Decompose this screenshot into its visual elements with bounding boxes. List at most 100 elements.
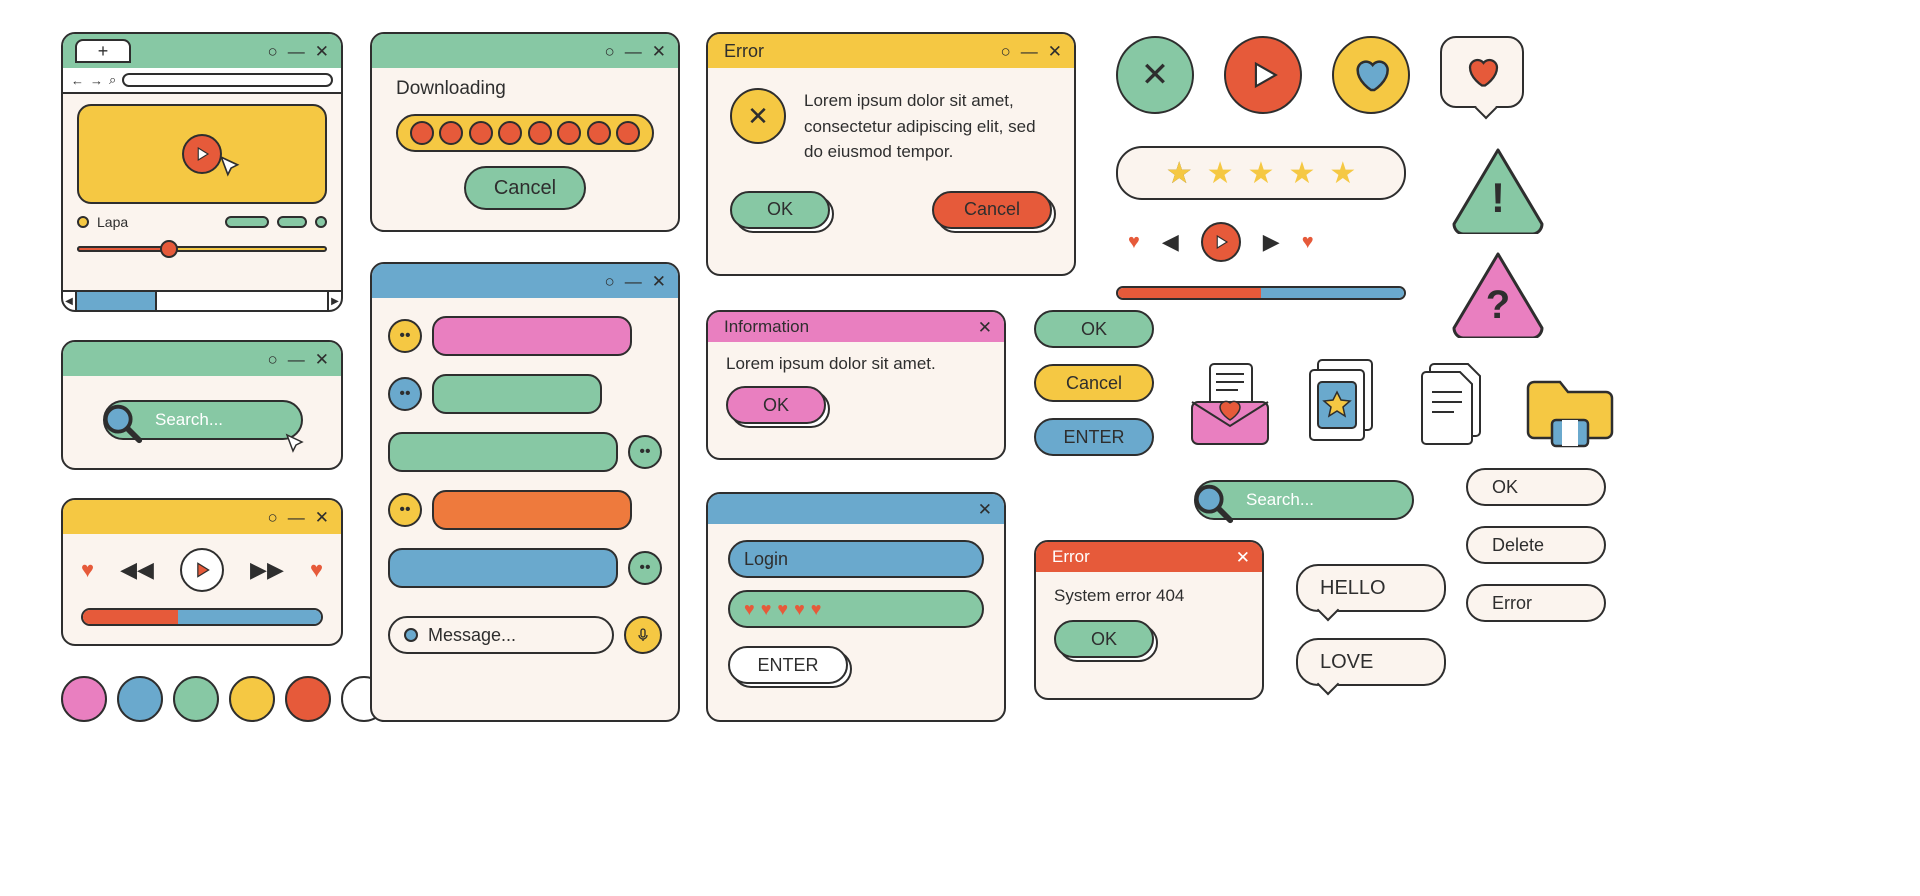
chat-row: •• [388,374,662,414]
minimize-icon[interactable]: ○ [267,351,277,368]
enter-button[interactable]: ENTER [728,646,848,684]
ok-button[interactable]: OK [1054,620,1154,658]
cursor-icon [283,432,307,456]
minimize-icon[interactable]: ○ [604,273,614,290]
rating-bar[interactable]: ★ ★ ★ ★ ★ [1116,146,1406,200]
warning-question-icon: ? [1448,248,1548,338]
rewind-icon[interactable]: ◀◀ [120,557,154,583]
cancel-button[interactable]: Cancel [464,166,586,210]
restore-icon[interactable]: — [625,43,642,60]
media-nav-row: ♥ ◀ ▶ ♥ [1128,222,1314,262]
search-input[interactable]: Search... [103,400,303,440]
speech-chip-column: HELLO LOVE [1296,564,1446,686]
ok-button[interactable]: OK [726,386,826,424]
heart-circle-icon[interactable] [1332,36,1410,114]
search-placeholder: Search... [1246,490,1314,510]
file-icons-row [1186,358,1618,448]
chat-input-row: Message... [388,616,662,654]
cancel-button[interactable]: Cancel [932,191,1052,229]
delete-chip[interactable]: Delete [1466,526,1606,564]
minimize-icon[interactable]: ○ [604,43,614,60]
close-icon[interactable]: ✕ [315,509,329,526]
tag-pill [225,216,269,228]
new-tab-button[interactable]: + [75,39,131,63]
mic-button[interactable] [624,616,662,654]
restore-icon[interactable]: — [288,43,305,60]
enter-button[interactable]: ENTER [1034,418,1154,456]
error-body: Lorem ipsum dolor sit amet, consectetur … [804,88,1052,165]
prev-icon[interactable]: ◀ [1162,229,1179,255]
browser-scrollbar[interactable]: ◀ ▶ [63,290,341,310]
login-field[interactable]: Login [728,540,984,578]
search-input[interactable]: Search... [1194,480,1414,520]
info-title: Information [720,317,809,337]
chat-window: ○ — ✕ •• •• •• •• •• Message... [370,262,680,722]
syserror-titlebar: Error ✕ [1036,542,1262,572]
play-icon[interactable] [182,134,222,174]
heart-icon[interactable]: ♥ [310,557,323,583]
forward-icon[interactable]: ▶▶ [250,557,284,583]
login-label: Login [744,549,788,570]
message-input[interactable]: Message... [388,616,614,654]
ok-button[interactable]: OK [1034,310,1154,348]
heart-speech-bubble [1440,36,1524,108]
close-icon[interactable]: ✕ [978,319,992,336]
minimize-icon[interactable]: ○ [267,43,277,60]
video-thumbnail[interactable] [77,104,327,204]
player-progress[interactable] [81,608,323,626]
login-dialog: ✕ Login ♥♥♥♥♥ ENTER [706,492,1006,722]
minimize-icon[interactable]: ○ [1000,43,1010,60]
palette-swatch [285,676,331,722]
close-icon[interactable]: ✕ [315,43,329,60]
play-circle-icon[interactable] [1224,36,1302,114]
browser-window: + ○ — ✕ ← → ⌕ Lapa [61,32,343,312]
folder-icon[interactable] [1522,368,1618,448]
heart-icon[interactable]: ♥ [1128,231,1140,254]
ok-chip[interactable]: OK [1466,468,1606,506]
heart-icon[interactable]: ♥ [1302,231,1314,254]
seek-thumb[interactable] [160,240,178,258]
close-circle-icon[interactable]: ✕ [1116,36,1194,114]
ok-button[interactable]: OK [730,191,830,229]
doc-stack-icon[interactable] [1414,362,1492,448]
play-button[interactable] [180,548,224,592]
close-icon[interactable]: ✕ [652,43,666,60]
close-icon[interactable]: ✕ [652,273,666,290]
restore-icon[interactable]: — [625,273,642,290]
next-icon[interactable]: ▶ [1263,229,1280,255]
restore-icon[interactable]: — [288,509,305,526]
warning-exclaim-icon: ! [1448,144,1548,234]
star-icon: ★ [1248,156,1275,191]
close-icon[interactable]: ✕ [1236,549,1250,566]
search-icon[interactable]: ⌕ [109,72,116,88]
forward-icon[interactable]: → [90,73,103,88]
restore-icon[interactable]: — [288,351,305,368]
close-icon[interactable]: ✕ [978,501,992,518]
seek-slider[interactable] [77,240,327,256]
back-icon[interactable]: ← [71,73,84,88]
cancel-button[interactable]: Cancel [1034,364,1154,402]
password-field[interactable]: ♥♥♥♥♥ [728,590,984,628]
play-button[interactable] [1201,222,1241,262]
syserror-title: Error [1048,547,1090,567]
palette-swatch [173,676,219,722]
close-icon[interactable]: ✕ [315,351,329,368]
error-chip[interactable]: Error [1466,584,1606,622]
error-x-icon: ✕ [730,88,786,144]
track-label: Lapa [97,214,128,230]
restore-icon[interactable]: — [1021,43,1038,60]
doc-star-icon[interactable] [1304,358,1384,448]
magnifier-icon [1190,480,1236,526]
error-titlebar: Error ○ — ✕ [708,34,1074,68]
url-input[interactable] [122,73,333,87]
heart-icon[interactable]: ♥ [81,557,94,583]
close-icon[interactable]: ✕ [1048,43,1062,60]
search-placeholder: Search... [155,410,223,430]
star-icon: ★ [1329,156,1356,191]
minimize-icon[interactable]: ○ [267,509,277,526]
chat-row: •• [388,490,662,530]
palette-swatch [117,676,163,722]
chat-bubble [388,548,618,588]
button-stack: OK Cancel ENTER [1034,310,1154,456]
mail-doc-icon[interactable] [1186,362,1274,448]
